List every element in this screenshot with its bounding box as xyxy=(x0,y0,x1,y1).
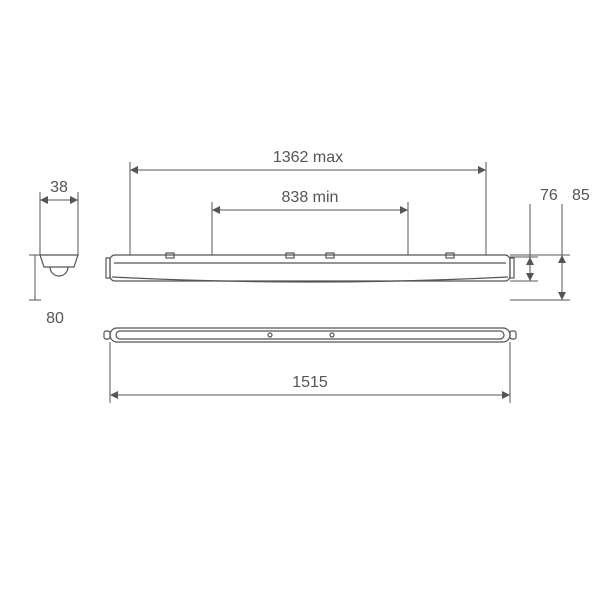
dim-right-outer: 85 xyxy=(572,187,590,204)
dim-top-outer: 1362 max xyxy=(273,149,343,166)
dim-left-width: 38 xyxy=(50,179,68,196)
dim-bottom: 1515 xyxy=(292,374,328,391)
dim-right-inner: 76 xyxy=(540,187,558,204)
dim-left-height: 80 xyxy=(46,310,64,327)
dim-top-inner: 838 min xyxy=(282,189,339,206)
